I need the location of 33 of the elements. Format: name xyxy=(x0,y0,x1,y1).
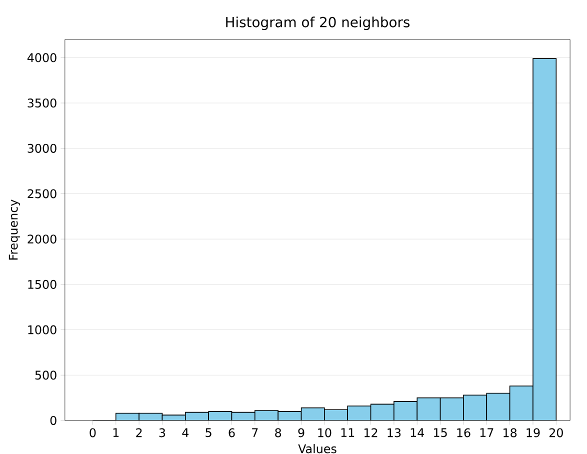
y-tick-label: 1500 xyxy=(28,280,56,289)
y-tick-label: 1000 xyxy=(28,325,56,334)
x-tick-label: 16 xyxy=(457,428,470,438)
y-tick-label: 0 xyxy=(50,416,56,425)
y-tick-label: 2500 xyxy=(28,189,56,198)
y-tick-label: 3000 xyxy=(28,144,56,153)
chart-title: Histogram of 20 neighbors xyxy=(226,16,410,30)
y-tick-label: 500 xyxy=(35,370,56,380)
x-tick-label: 19 xyxy=(526,428,540,438)
x-tick-label: 14 xyxy=(410,428,424,437)
y-axis-title: Frequency xyxy=(8,199,20,260)
x-tick-label: 1 xyxy=(113,428,119,437)
x-tick-label: 2 xyxy=(136,428,142,437)
x-tick-label: 8 xyxy=(275,428,282,438)
x-tick-label: 18 xyxy=(504,428,517,438)
y-tick-label: 2000 xyxy=(28,234,56,244)
x-tick-label: 4 xyxy=(182,428,189,437)
x-tick-label: 0 xyxy=(90,428,96,438)
x-axis-title: Values xyxy=(298,444,336,454)
x-tick-label: 10 xyxy=(318,428,332,438)
x-tick-label: 9 xyxy=(298,428,304,438)
x-tick-label: 20 xyxy=(549,428,563,438)
x-tick-label: 5 xyxy=(206,428,212,437)
x-tick-label: 17 xyxy=(480,428,494,437)
x-tick-label: 12 xyxy=(364,428,378,437)
y-tick-label: 3500 xyxy=(28,98,56,108)
x-tick-label: 11 xyxy=(341,428,354,437)
y-tick-label: 4000 xyxy=(27,52,56,62)
x-tick-label: 3 xyxy=(159,428,166,438)
x-tick-label: 6 xyxy=(228,428,235,438)
x-tick-label: 7 xyxy=(252,428,258,437)
x-tick-label: 15 xyxy=(434,428,447,437)
x-tick-label: 13 xyxy=(388,428,401,438)
